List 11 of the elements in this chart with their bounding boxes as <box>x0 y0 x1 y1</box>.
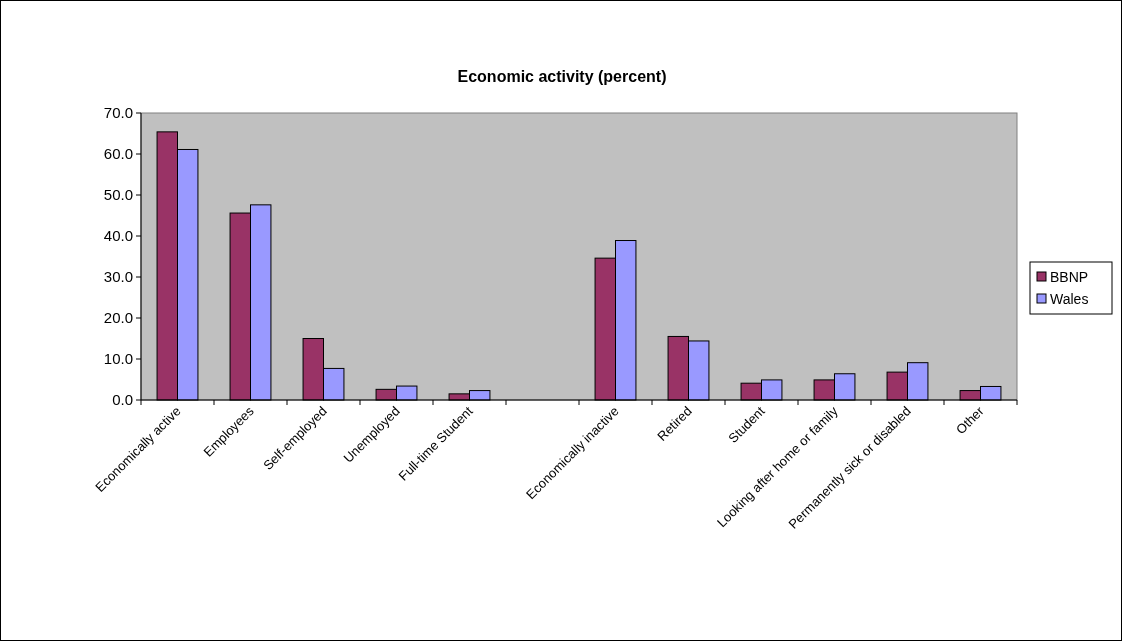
y-tick-label: 20.0 <box>103 309 133 327</box>
y-tick-label: 40.0 <box>103 227 133 245</box>
chart-title: Economic activity (percent) <box>457 68 667 85</box>
y-tick-label: 60.0 <box>103 145 133 163</box>
y-tick-label: 0.0 <box>112 391 133 409</box>
y-tick-label: 50.0 <box>103 186 133 204</box>
y-tick-label: 70.0 <box>103 104 133 122</box>
legend-label: BBNP <box>1050 268 1089 285</box>
y-tick-label: 30.0 <box>103 268 133 286</box>
y-tick-label: 10.0 <box>103 350 133 368</box>
legend-label: Wales <box>1050 290 1089 307</box>
